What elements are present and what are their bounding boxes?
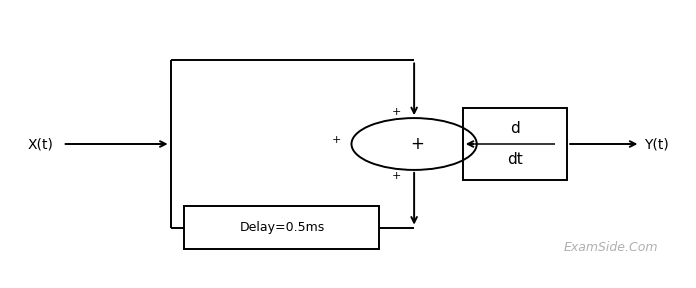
Text: +: +	[392, 171, 402, 181]
Bar	[463, 108, 567, 180]
Text: d: d	[510, 121, 520, 136]
Text: dt: dt	[507, 152, 523, 167]
Bar	[184, 206, 379, 249]
Text: +: +	[331, 135, 341, 145]
Text: ExamSide.Com: ExamSide.Com	[564, 241, 658, 254]
Text: +: +	[392, 107, 402, 117]
Text: X(t): X(t)	[28, 137, 54, 151]
Text: Y(t): Y(t)	[644, 137, 669, 151]
Text: Delay=0.5ms: Delay=0.5ms	[239, 221, 324, 234]
Text: +: +	[411, 135, 425, 153]
